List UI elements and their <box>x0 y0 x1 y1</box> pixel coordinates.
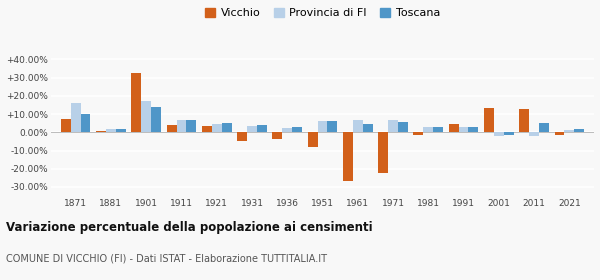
Bar <box>529 132 539 136</box>
Bar <box>433 127 443 132</box>
Bar <box>328 122 337 132</box>
Bar <box>106 129 116 132</box>
Bar <box>449 124 458 132</box>
Bar <box>554 132 565 135</box>
Bar <box>167 125 176 132</box>
Bar <box>519 109 529 132</box>
Bar <box>131 73 141 132</box>
Bar <box>343 132 353 181</box>
Text: COMUNE DI VICCHIO (FI) - Dati ISTAT - Elaborazione TUTTITALIA.IT: COMUNE DI VICCHIO (FI) - Dati ISTAT - El… <box>6 254 327 264</box>
Bar <box>494 132 504 136</box>
Bar <box>61 119 71 132</box>
Legend: Vicchio, Provincia di FI, Toscana: Vicchio, Provincia di FI, Toscana <box>200 4 445 23</box>
Bar <box>176 120 187 132</box>
Bar <box>398 122 408 132</box>
Bar <box>96 131 106 132</box>
Bar <box>141 101 151 132</box>
Bar <box>469 127 478 132</box>
Bar <box>257 125 267 132</box>
Bar <box>151 107 161 132</box>
Bar <box>413 132 424 135</box>
Bar <box>378 132 388 173</box>
Bar <box>504 132 514 135</box>
Bar <box>484 108 494 132</box>
Bar <box>458 127 469 132</box>
Bar <box>116 129 126 132</box>
Bar <box>283 128 292 132</box>
Bar <box>565 130 574 132</box>
Bar <box>388 120 398 132</box>
Bar <box>308 132 317 147</box>
Bar <box>272 132 283 139</box>
Bar <box>539 123 549 132</box>
Bar <box>353 120 362 132</box>
Bar <box>424 127 433 132</box>
Bar <box>212 124 221 132</box>
Bar <box>247 126 257 132</box>
Bar <box>574 129 584 132</box>
Bar <box>202 126 212 132</box>
Bar <box>80 114 91 132</box>
Bar <box>221 123 232 132</box>
Bar <box>317 122 328 132</box>
Bar <box>187 120 196 132</box>
Text: Variazione percentuale della popolazione ai censimenti: Variazione percentuale della popolazione… <box>6 221 373 234</box>
Bar <box>292 127 302 132</box>
Bar <box>237 132 247 141</box>
Bar <box>362 124 373 132</box>
Bar <box>71 103 80 132</box>
